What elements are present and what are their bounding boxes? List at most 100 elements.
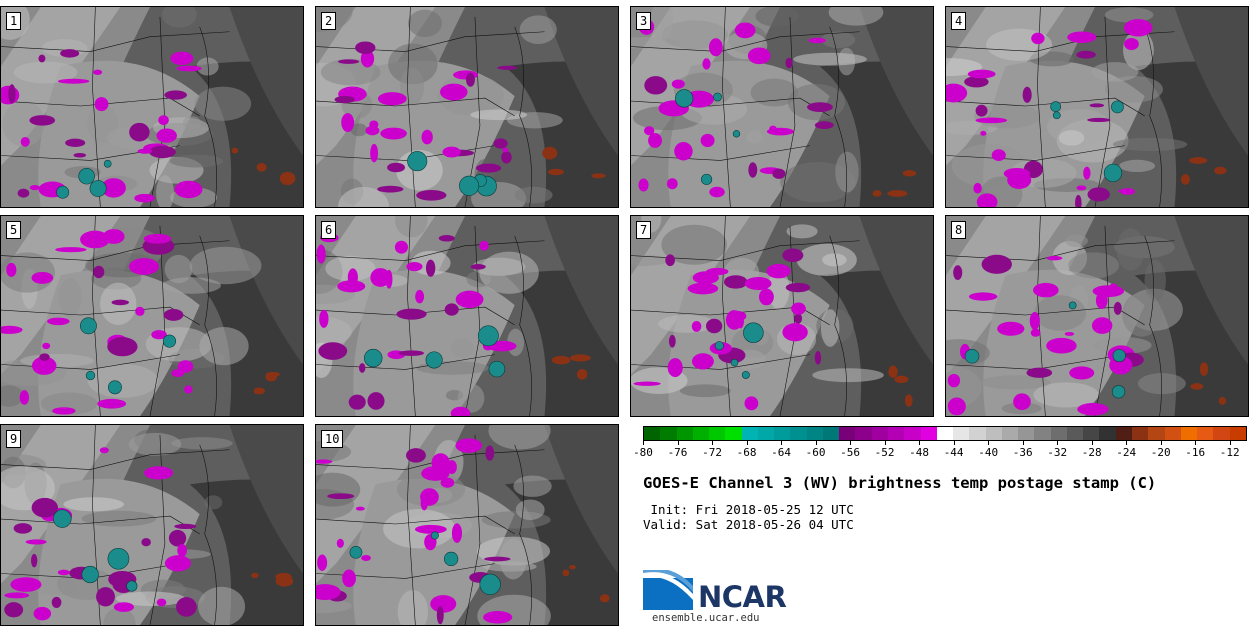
panel-label-2: 2	[321, 12, 337, 30]
colorbar-swatch	[790, 427, 807, 440]
colorbar-tick-label: -64	[771, 446, 791, 459]
panel-label-6: 6	[321, 221, 337, 239]
colorbar-swatch	[904, 427, 921, 440]
colorbar-swatch	[1018, 427, 1035, 440]
colorbar-swatch	[774, 427, 791, 440]
colorbar-tick	[643, 441, 644, 445]
colorbar-swatch	[1001, 427, 1019, 440]
colorbar-swatch	[1131, 427, 1149, 440]
satellite-map-5	[1, 216, 303, 416]
colorbar-tick	[1195, 441, 1197, 445]
colorbar-swatch	[887, 427, 905, 440]
colorbar-swatch	[725, 427, 742, 440]
colorbar-tick-label: -56	[840, 446, 861, 459]
colorbar-swatch	[1229, 427, 1246, 440]
ensemble-member-panel-8: 8	[945, 215, 1249, 417]
colorbar-swatch	[1083, 427, 1100, 440]
colorbar-tick	[1229, 441, 1231, 445]
panel-label-7: 7	[636, 221, 652, 239]
colorbar-swatch	[1164, 427, 1181, 440]
colorbar-swatch	[676, 427, 693, 440]
panel-label-8: 8	[951, 221, 967, 239]
colorbar-swatch	[1197, 427, 1214, 440]
colorbar-tick	[712, 441, 714, 445]
colorbar-swatch	[871, 427, 888, 440]
ensemble-member-panel-1: 1	[0, 6, 304, 208]
colorbar-tick-label: -52	[874, 446, 895, 459]
colorbar-swatch	[920, 427, 937, 440]
satellite-map-6	[316, 216, 618, 416]
panel-label-4: 4	[951, 12, 967, 30]
panel-label-3: 3	[636, 12, 652, 30]
colorbar-tick-label: -36	[1012, 446, 1033, 459]
colorbar-swatch	[709, 427, 726, 440]
colorbar-tick-label: -28	[1081, 446, 1102, 459]
satellite-map-3	[631, 7, 933, 207]
init-time: Init: Fri 2018-05-25 12 UTC	[643, 502, 854, 517]
satellite-map-10	[316, 425, 618, 625]
colorbar-tick-label: -40	[978, 446, 999, 459]
colorbar-swatch	[741, 427, 758, 440]
colorbar-swatch	[953, 427, 970, 440]
colorbar-swatch	[806, 427, 823, 440]
colorbar-swatch	[1148, 427, 1165, 440]
figure-title: GOES-E Channel 3 (WV) brightness temp po…	[643, 474, 1157, 492]
satellite-map-7	[631, 216, 933, 416]
colorbar-tick-label: -60	[805, 446, 826, 459]
colorbar-tick-label: -80	[633, 446, 653, 459]
colorbar-swatch	[757, 427, 775, 440]
colorbar-tick-label: -12	[1219, 446, 1240, 459]
panel-label-1: 1	[6, 12, 22, 30]
panel-label-9: 9	[6, 430, 22, 448]
colorbar-tick	[815, 441, 817, 445]
colorbar-swatch	[1050, 427, 1067, 440]
ensemble-member-panel-9: 9	[0, 424, 304, 626]
satellite-map-8	[946, 216, 1248, 416]
colorbar-tick	[884, 441, 886, 445]
ensemble-member-panel-7: 7	[630, 215, 934, 417]
colorbar	[643, 426, 1247, 441]
colorbar-tick-label: -76	[667, 446, 688, 459]
colorbar-tick	[988, 441, 990, 445]
ncar-logo-icon	[643, 570, 693, 610]
ncar-logo-text: NCAR	[698, 580, 787, 614]
colorbar-swatch	[1115, 427, 1132, 440]
colorbar-tick	[953, 441, 955, 445]
colorbar-swatch	[1034, 427, 1051, 440]
colorbar-tick-label: -72	[702, 446, 722, 459]
colorbar-swatch	[822, 427, 840, 440]
panel-label-10: 10	[321, 430, 344, 448]
colorbar-tick	[677, 441, 679, 445]
colorbar-swatch	[969, 427, 986, 440]
colorbar-tick-label: -16	[1185, 446, 1206, 459]
colorbar-swatch	[855, 427, 872, 440]
colorbar-swatch	[1180, 427, 1198, 440]
colorbar-swatch	[1066, 427, 1084, 440]
satellite-map-9	[1, 425, 303, 625]
ensemble-member-panel-4: 4	[945, 6, 1249, 208]
colorbar-tick	[1160, 441, 1162, 445]
colorbar-tick	[1091, 441, 1093, 445]
colorbar-swatch	[1099, 427, 1116, 440]
satellite-map-4	[946, 7, 1248, 207]
colorbar-tick	[1126, 441, 1128, 445]
colorbar-tick-label: -32	[1047, 446, 1068, 459]
colorbar-swatch	[644, 427, 661, 440]
satellite-map-1	[1, 7, 303, 207]
colorbar-swatch	[936, 427, 954, 440]
colorbar-tick-label: -44	[943, 446, 964, 459]
colorbar-tick-label: -48	[909, 446, 930, 459]
colorbar-swatch	[692, 427, 710, 440]
colorbar-tick	[850, 441, 852, 445]
colorbar-tick	[1057, 441, 1059, 445]
panel-label-5: 5	[6, 221, 22, 239]
ensemble-member-panel-6: 6	[315, 215, 619, 417]
colorbar-tick-label: -24	[1116, 446, 1137, 459]
website-url: ensemble.ucar.edu	[652, 612, 760, 624]
colorbar-tick	[746, 441, 748, 445]
colorbar-swatch	[985, 427, 1002, 440]
colorbar-tick	[919, 441, 921, 445]
colorbar-swatch	[1213, 427, 1230, 440]
colorbar-swatch	[660, 427, 677, 440]
colorbar-tick	[781, 441, 783, 445]
